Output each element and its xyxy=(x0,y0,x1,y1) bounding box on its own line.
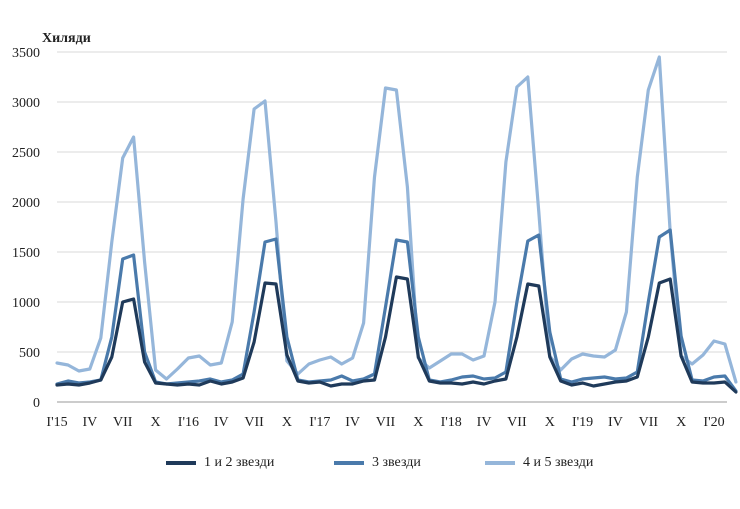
x-tick-label: IV xyxy=(214,415,229,430)
x-tick-label: IV xyxy=(82,415,97,430)
y-tick-label: 0 xyxy=(33,396,40,411)
x-tick-label: X xyxy=(413,415,423,430)
x-tick-label: I'17 xyxy=(309,415,330,430)
x-tick-label: VII xyxy=(244,415,264,430)
x-tick-label: VII xyxy=(507,415,527,430)
x-tick-label: X xyxy=(676,415,686,430)
x-tick-label: I'19 xyxy=(572,415,593,430)
y-tick-label: 3500 xyxy=(12,46,40,61)
x-tick-labels: I'15 IV VII X I'16 IV VII X I'17 IV VII X I'18 IV VII X… xyxy=(46,415,724,430)
x-tick-label: VII xyxy=(376,415,396,430)
series-line xyxy=(55,275,738,394)
x-tick-label: I'15 xyxy=(46,415,67,430)
x-tick-label: I'16 xyxy=(178,415,199,430)
legend-swatch-1-2-stars xyxy=(166,461,196,465)
x-tick-label: IV xyxy=(608,415,623,430)
x-tick-label: X xyxy=(545,415,555,430)
x-tick-label: IV xyxy=(345,415,360,430)
legend-item-4-5-stars: 4 и 5 звезди xyxy=(485,455,593,471)
x-tick-label: I'20 xyxy=(703,415,724,430)
legend-label-3-stars: 3 звезди xyxy=(372,455,421,470)
y-tick-label: 2500 xyxy=(12,146,40,161)
x-tick-label: VII xyxy=(639,415,659,430)
chart-legend: 1 и 2 звезди 3 звезди 4 и 5 звезди xyxy=(0,455,740,475)
x-tick-label: X xyxy=(150,415,160,430)
y-axis-label: Хиляди xyxy=(42,31,91,46)
y-tick-label: 1500 xyxy=(12,246,40,261)
legend-swatch-3-stars xyxy=(334,461,364,465)
legend-swatch-4-5-stars xyxy=(485,461,515,465)
y-tick-label: 2000 xyxy=(12,196,40,211)
legend-label-1-2-stars: 1 и 2 звезди xyxy=(204,455,275,470)
legend-label-4-5-stars: 4 и 5 звезди xyxy=(523,455,594,470)
series-line xyxy=(55,228,738,393)
legend-item-1-2-stars: 1 и 2 звезди xyxy=(166,455,274,471)
y-tick-label: 3000 xyxy=(12,96,40,111)
legend-item-3-stars: 3 звезди xyxy=(334,455,421,471)
x-tick-label: VII xyxy=(113,415,133,430)
series-layer xyxy=(55,55,738,394)
x-tick-label: X xyxy=(282,415,292,430)
series-line xyxy=(55,55,738,384)
y-tick-label: 1000 xyxy=(12,296,40,311)
x-tick-label: IV xyxy=(477,415,492,430)
y-tick-labels: 0 500 1000 1500 2000 2500 3000 3500 xyxy=(12,46,40,411)
x-tick-label: I'18 xyxy=(441,415,462,430)
y-tick-label: 500 xyxy=(19,346,40,361)
gridlines xyxy=(57,51,727,353)
